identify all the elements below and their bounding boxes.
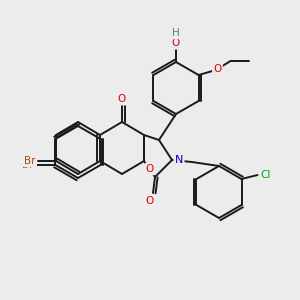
Text: N: N: [175, 155, 183, 165]
Text: O: O: [145, 196, 153, 206]
Text: H: H: [172, 28, 180, 38]
Text: Br: Br: [22, 160, 33, 170]
Text: O: O: [146, 164, 154, 174]
Text: Br: Br: [24, 156, 36, 166]
Text: O: O: [213, 64, 222, 74]
Text: O: O: [118, 94, 126, 104]
Text: Cl: Cl: [260, 170, 271, 180]
Text: O: O: [172, 38, 180, 48]
